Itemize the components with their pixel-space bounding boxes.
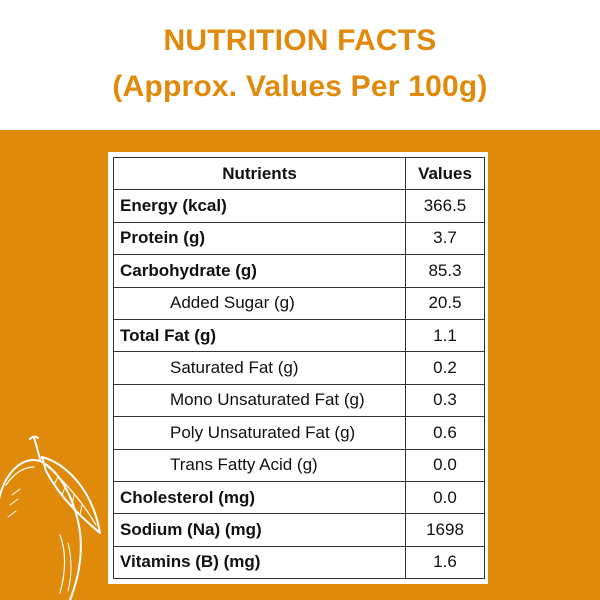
- nutrient-value: 0.0: [405, 480, 485, 515]
- nutrient-value: 0.6: [405, 416, 485, 450]
- table-header-row: Nutrients Values: [113, 156, 485, 191]
- table-row: Trans Fatty Acid (g) 0.0: [113, 448, 485, 482]
- nutrient-name: Poly Unsaturated Fat (g): [113, 416, 406, 450]
- nutrient-value: 3.7: [405, 221, 485, 256]
- table-row: Added Sugar (g) 20.5: [113, 286, 485, 320]
- page-subtitle: (Approx. Values Per 100g): [112, 70, 488, 103]
- nutrient-value: 1698: [405, 513, 485, 547]
- nutrition-table: Nutrients Values Energy (kcal) 366.5 Prote…: [113, 156, 485, 580]
- nutrient-value: 1.6: [405, 545, 485, 580]
- nutrient-name: Added Sugar (g): [113, 286, 406, 320]
- nutrient-value: 0.2: [405, 351, 485, 385]
- nutrient-name: Trans Fatty Acid (g): [113, 448, 406, 482]
- nutrient-name: Vitamins (B) (mg): [113, 545, 406, 580]
- nutrient-value: 1.1: [405, 318, 485, 353]
- nutrition-table-card: Nutrients Values Energy (kcal) 366.5 Prote…: [108, 152, 488, 584]
- mango-line-art-icon: [0, 435, 101, 600]
- table-row: Sodium (Na) (mg) 1698: [113, 513, 485, 547]
- nutrient-value: 0.0: [405, 448, 485, 482]
- nutrient-name: Protein (g): [113, 221, 406, 256]
- nutrient-name: Saturated Fat (g): [113, 351, 406, 385]
- table-row: Poly Unsaturated Fat (g) 0.6: [113, 416, 485, 450]
- table-row: Energy (kcal) 366.5: [113, 189, 485, 223]
- table-row: Protein (g) 3.7: [113, 221, 485, 256]
- nutrient-value: 85.3: [405, 254, 485, 288]
- nutrient-value: 366.5: [405, 189, 485, 223]
- nutrient-name: Carbohydrate (g): [113, 254, 406, 288]
- nutrient-name: Total Fat (g): [113, 318, 406, 353]
- table-row: Total Fat (g) 1.1: [113, 318, 485, 353]
- page-title: NUTRITION FACTS: [163, 24, 437, 57]
- nutrient-name: Cholesterol (mg): [113, 480, 406, 515]
- column-header-nutrients: Nutrients: [113, 156, 406, 191]
- table-row: Mono Unsaturated Fat (g) 0.3: [113, 383, 485, 418]
- table-row: Saturated Fat (g) 0.2: [113, 351, 485, 385]
- nutrient-name: Mono Unsaturated Fat (g): [113, 383, 406, 418]
- table-row: Carbohydrate (g) 85.3: [113, 254, 485, 288]
- nutrient-value: 20.5: [405, 286, 485, 320]
- column-header-values: Values: [405, 156, 485, 191]
- table-row: Vitamins (B) (mg) 1.6: [113, 545, 485, 580]
- nutrient-name: Energy (kcal): [113, 189, 406, 223]
- header: NUTRITION FACTS (Approx. Values Per 100g…: [0, 0, 600, 130]
- nutrient-name: Sodium (Na) (mg): [113, 513, 406, 547]
- nutrient-value: 0.3: [405, 383, 485, 418]
- table-row: Cholesterol (mg) 0.0: [113, 480, 485, 515]
